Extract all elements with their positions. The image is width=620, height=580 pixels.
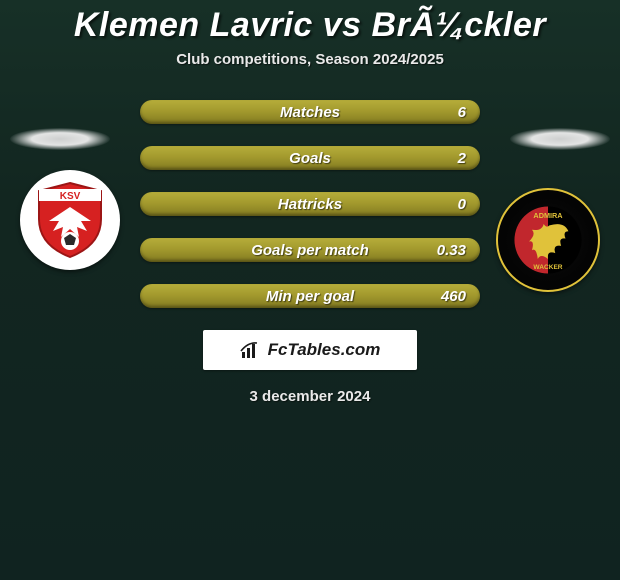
stat-label: Goals per match [140, 238, 480, 262]
stat-value: 0.33 [437, 238, 466, 262]
stat-label: Matches [140, 100, 480, 124]
stat-label: Hattricks [140, 192, 480, 216]
team-right-abbrev: ADMIRA [533, 211, 563, 220]
date-text: 3 december 2024 [0, 388, 620, 405]
stat-value: 0 [458, 192, 466, 216]
stat-bar: Goals per match 0.33 [140, 238, 480, 262]
stat-bar: Matches 6 [140, 100, 480, 124]
stat-bar: Min per goal 460 [140, 284, 480, 308]
team-left-abbrev: KSV [60, 191, 81, 202]
stat-value: 6 [458, 100, 466, 124]
team-crest-right: ADMIRA WACKER [496, 188, 600, 292]
stat-bar: Goals 2 [140, 146, 480, 170]
shield-icon: ADMIRA WACKER [513, 201, 583, 279]
comparison-card: Klemen Lavric vs BrÃ¼ckler Club competit… [0, 0, 620, 580]
stat-label: Min per goal [140, 284, 480, 308]
stat-value: 2 [458, 146, 466, 170]
team-right-subtext: WACKER [533, 264, 562, 271]
shield-icon: KSV [35, 181, 105, 259]
player-shadow-right [510, 128, 610, 150]
team-crest-left: KSV [20, 170, 120, 270]
brand-text: FcTables.com [268, 340, 381, 360]
stat-bar: Hattricks 0 [140, 192, 480, 216]
brand-badge: FcTables.com [203, 330, 417, 370]
page-subtitle: Club competitions, Season 2024/2025 [0, 51, 620, 68]
player-shadow-left [10, 128, 110, 150]
page-title: Klemen Lavric vs BrÃ¼ckler [0, 0, 620, 45]
stat-label: Goals [140, 146, 480, 170]
stat-value: 460 [441, 284, 466, 308]
bar-chart-icon [240, 340, 262, 360]
